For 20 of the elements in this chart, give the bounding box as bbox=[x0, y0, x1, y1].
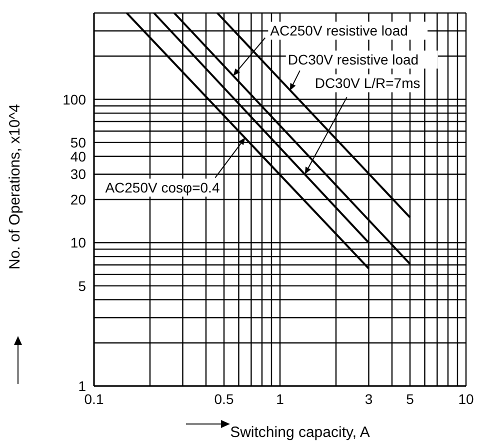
annotation: AC250V resistive load bbox=[270, 22, 408, 39]
x-tick-label: 0.1 bbox=[84, 390, 104, 407]
x-tick-label: 0.5 bbox=[214, 390, 234, 407]
y-axis-title: No. of Operations, x10^4 bbox=[6, 104, 24, 270]
annotation: DC30V L/R=7ms bbox=[314, 75, 420, 92]
y-tick-label: 50 bbox=[70, 134, 86, 150]
y-tick-label: 10 bbox=[70, 234, 86, 251]
y-tick-label: 40 bbox=[70, 148, 86, 164]
y-tick-label: 5 bbox=[78, 278, 86, 294]
x-tick-label: 10 bbox=[458, 390, 474, 407]
annotation: AC250V cosφ=0.4 bbox=[105, 180, 220, 196]
x-tick-label: 5 bbox=[406, 390, 414, 407]
x-tick-label: 1 bbox=[276, 390, 284, 407]
x-axis-title: Switching capacity, A bbox=[230, 424, 370, 441]
y-tick-label: 1 bbox=[78, 378, 86, 394]
x-tick-label: 3 bbox=[364, 390, 373, 407]
y-tick-label: 20 bbox=[70, 191, 86, 208]
y-tick-label: 100 bbox=[62, 91, 86, 108]
annotation: DC30V resistive load bbox=[288, 52, 419, 68]
y-tick-label: 30 bbox=[70, 166, 86, 182]
